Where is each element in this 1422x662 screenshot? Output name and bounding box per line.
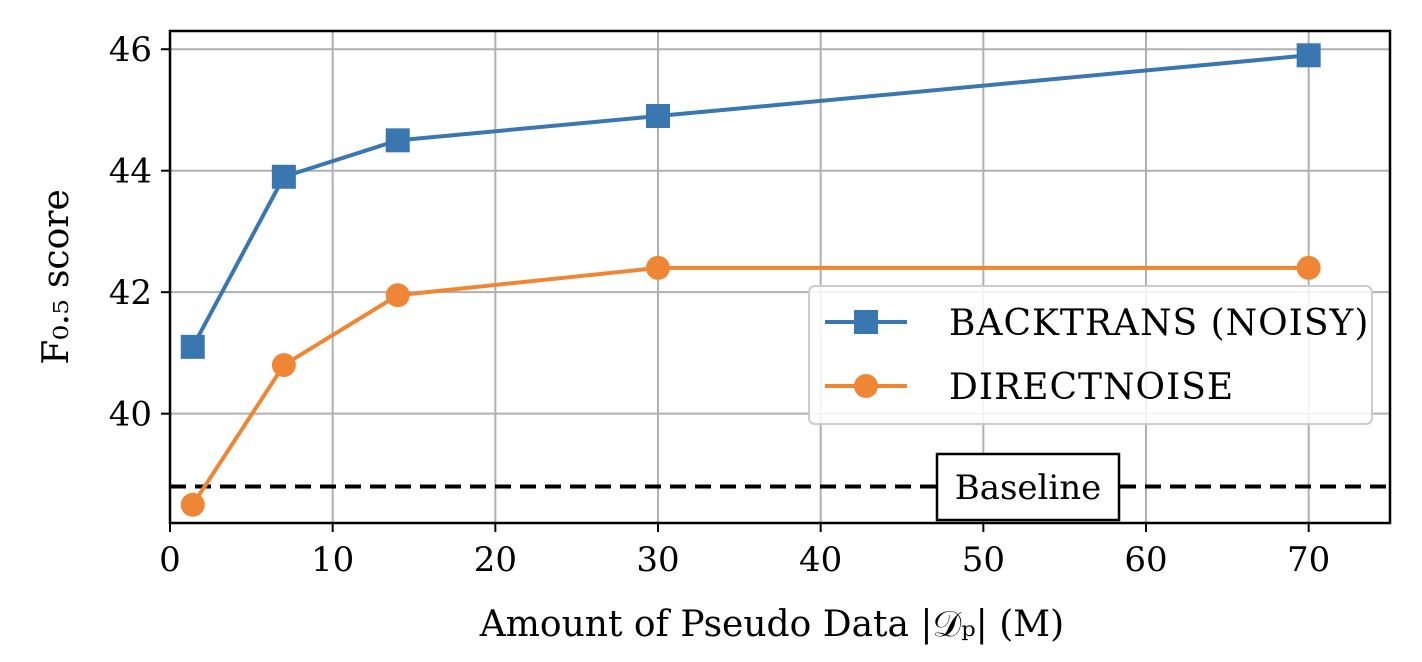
x-tick-label: 60 [1124, 540, 1167, 580]
legend-label-2: DIRECTNOISE [949, 367, 1234, 408]
data-point-circle [271, 353, 296, 378]
legend: BACKTRANS (NOISY) DIRECTNOISE [808, 285, 1373, 425]
legend-marker-square [854, 310, 878, 334]
x-tick-label: 50 [962, 540, 1005, 580]
y-axis-label: F₀.₅ score [36, 189, 77, 365]
y-tick-label: 46 [109, 30, 152, 70]
data-point-circle [180, 492, 205, 517]
data-point-square [180, 334, 205, 359]
baseline: Baseline [170, 452, 1390, 522]
y-tick-label: 44 [109, 152, 152, 192]
plot-frame [168, 29, 1392, 525]
data-point-square [385, 128, 410, 153]
x-axis-label: Amount of Pseudo Data |𝒟ₚ| (M) [479, 604, 1064, 645]
y-tick-label: 42 [109, 273, 152, 313]
x-tick-label: 40 [799, 540, 842, 580]
data-point-square [646, 104, 670, 129]
x-tick-label: 0 [159, 540, 181, 580]
y-tick-label: 40 [109, 395, 152, 435]
baseline-label-box [935, 452, 1121, 522]
x-tick-label: 20 [474, 540, 517, 580]
data-point-circle [1296, 255, 1321, 280]
x-tick-label: 70 [1287, 540, 1330, 580]
legend-marker-circle [854, 374, 878, 398]
data-point-circle [385, 283, 410, 308]
x-tick-label: 30 [636, 540, 679, 580]
data-point-square [1296, 43, 1321, 68]
axes: 0 10 20 30 40 50 60 70 40 42 44 46 Amount of Pseudo … [36, 29, 1392, 645]
series-group [180, 43, 1321, 517]
legend-box [808, 285, 1373, 425]
data-point-circle [646, 255, 670, 280]
data-point-square [271, 164, 296, 189]
legend-label-1: BACKTRANS (NOISY) [949, 303, 1369, 344]
x-tick-label: 10 [311, 540, 354, 580]
baseline-label: Baseline [955, 468, 1102, 508]
